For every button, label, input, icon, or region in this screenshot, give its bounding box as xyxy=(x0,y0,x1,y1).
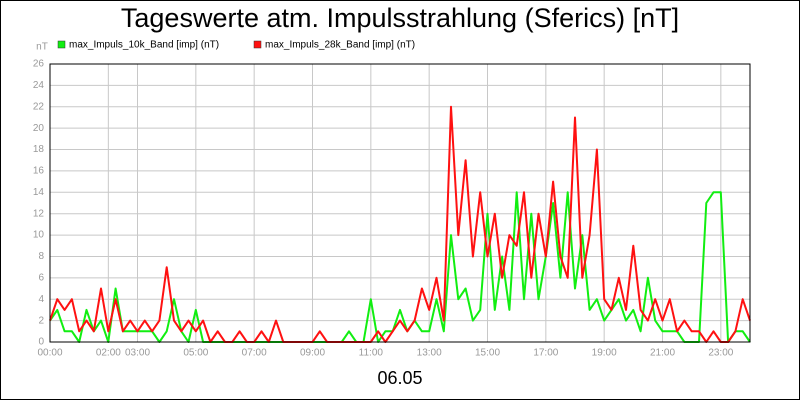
legend-swatch xyxy=(253,40,262,49)
legend-label: max_Impuls_28k_Band [imp] (nT) xyxy=(265,40,415,51)
y-tick-label: 14 xyxy=(33,187,45,198)
y-tick-label: 10 xyxy=(33,230,45,241)
series-line xyxy=(49,191,751,343)
y-axis-label: nT xyxy=(36,42,48,53)
x-tick-label: 00:00 xyxy=(37,348,62,359)
x-tick-label: 07:00 xyxy=(242,348,267,359)
legend-swatch xyxy=(57,40,66,49)
series-line xyxy=(49,105,751,343)
y-tick-label: 12 xyxy=(33,208,45,219)
chart-title: Tageswerte atm. Impulsstrahlung (Sferics… xyxy=(121,3,679,33)
y-tick-label: 8 xyxy=(38,251,44,262)
y-tick-label: 0 xyxy=(38,337,44,348)
y-tick-label: 24 xyxy=(33,80,45,91)
x-tick-label: 03:00 xyxy=(125,348,150,359)
y-tick-label: 26 xyxy=(33,59,45,70)
x-tick-label: 19:00 xyxy=(592,348,617,359)
x-tick-label: 17:00 xyxy=(533,348,558,359)
x-tick-label: 11:00 xyxy=(359,348,384,359)
x-tick-label: 05:00 xyxy=(183,348,208,359)
legend-label: max_Impuls_10k_Band [imp] (nT) xyxy=(69,40,219,51)
x-tick-label: 21:00 xyxy=(650,348,675,359)
y-tick-label: 18 xyxy=(33,144,45,155)
plot-border xyxy=(49,63,751,343)
plot-area xyxy=(50,64,750,342)
x-axis-label: 06.05 xyxy=(377,368,422,388)
y-tick-label: 20 xyxy=(33,123,45,134)
x-tick-label: 23:00 xyxy=(708,348,733,359)
y-tick-label: 16 xyxy=(33,166,45,177)
x-tick-label: 02:00 xyxy=(96,348,121,359)
y-tick-label: 4 xyxy=(38,294,44,305)
x-tick-label: 09:00 xyxy=(300,348,325,359)
x-tick-label: 13:00 xyxy=(417,348,442,359)
x-tick-label: 15:00 xyxy=(475,348,500,359)
y-tick-label: 22 xyxy=(33,101,45,112)
y-tick-label: 6 xyxy=(38,272,44,283)
y-tick-label: 2 xyxy=(38,315,44,326)
